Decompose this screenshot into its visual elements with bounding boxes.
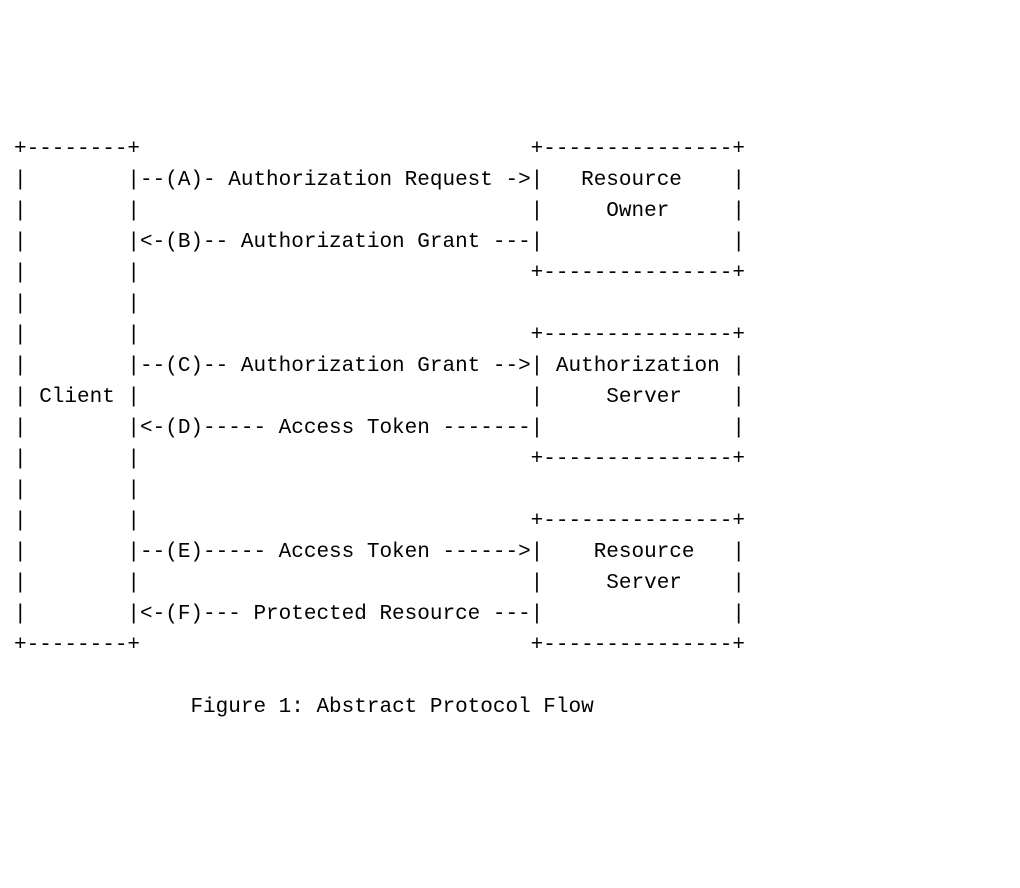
diagram-line-2: | | | Owner | bbox=[14, 200, 745, 223]
ascii-protocol-diagram: +--------+ +---------------+ | |--(A)- A… bbox=[0, 124, 1020, 733]
diagram-line-1: | |--(A)- Authorization Request ->| Reso… bbox=[14, 169, 745, 192]
figure-caption: Figure 1: Abstract Protocol Flow bbox=[190, 696, 593, 719]
diagram-line-15: | |<-(F)--- Protected Resource ---| | bbox=[14, 603, 745, 626]
diagram-line-3: | |<-(B)-- Authorization Grant ---| | bbox=[14, 231, 745, 254]
diagram-line-11: | | bbox=[14, 479, 140, 502]
diagram-line-16: +--------+ +---------------+ bbox=[14, 634, 745, 657]
diagram-line-8: | Client | | Server | bbox=[14, 386, 745, 409]
diagram-line-7: | |--(C)-- Authorization Grant -->| Auth… bbox=[14, 355, 745, 378]
diagram-line-10: | | +---------------+ bbox=[14, 448, 745, 471]
diagram-line-12: | | +---------------+ bbox=[14, 510, 745, 533]
diagram-line-9: | |<-(D)----- Access Token -------| | bbox=[14, 417, 745, 440]
diagram-line-13: | |--(E)----- Access Token ------>| Reso… bbox=[14, 541, 745, 564]
diagram-line-0: +--------+ +---------------+ bbox=[14, 138, 745, 161]
diagram-line-5: | | bbox=[14, 293, 140, 316]
diagram-line-4: | | +---------------+ bbox=[14, 262, 745, 285]
diagram-line-14: | | | Server | bbox=[14, 572, 745, 595]
diagram-line-6: | | +---------------+ bbox=[14, 324, 745, 347]
